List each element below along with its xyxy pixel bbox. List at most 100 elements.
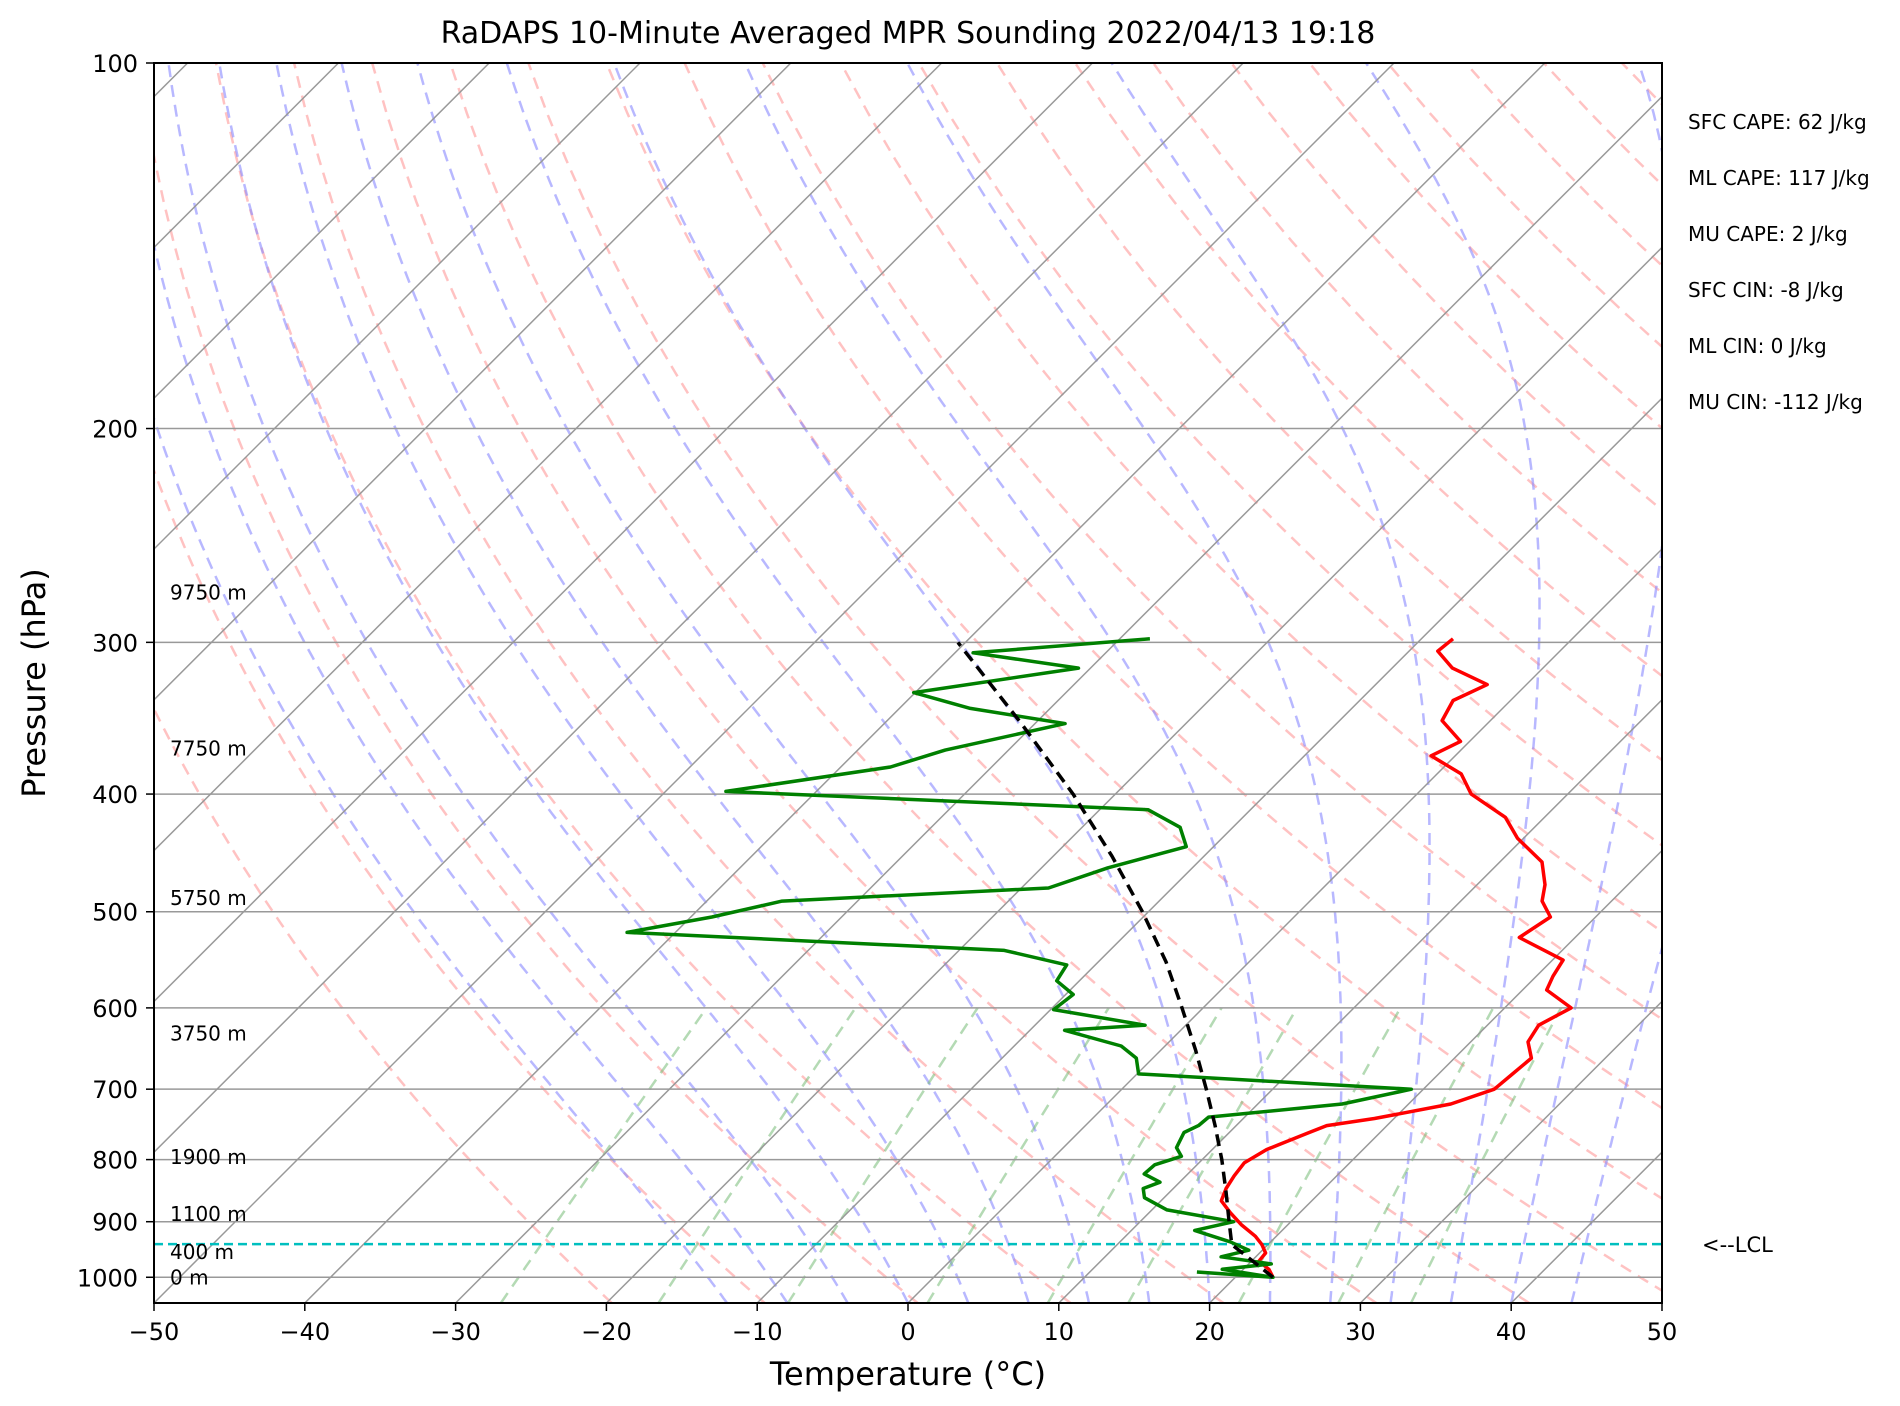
dry-adiabat — [1152, 63, 1662, 595]
stability-index: ML CAPE: 117 J/kg — [1688, 166, 1870, 190]
moist-adiabat — [340, 63, 1030, 1303]
isobars — [154, 63, 1662, 1279]
background-lines — [154, 63, 1900, 1303]
y-axis-label: Pressure (hPa) — [15, 568, 53, 798]
x-tick-label: 30 — [1345, 1318, 1376, 1346]
dry-adiabat — [154, 706, 613, 1303]
isotherm — [1209, 849, 1662, 1303]
isotherm — [1359, 1000, 1662, 1303]
mixing-ratio-line — [1409, 1007, 1563, 1303]
moist-adiabat — [906, 63, 1343, 1303]
lcl-label: <--LCL — [1702, 1233, 1773, 1257]
sounding-series — [625, 637, 1573, 1280]
stability-indices: SFC CAPE: 62 J/kg ML CAPE: 117 J/kg MU CAP… — [1688, 110, 1870, 414]
y-tick-label: 400 — [92, 781, 138, 809]
isotherm — [907, 547, 1662, 1303]
stability-index: SFC CIN: -8 J/kg — [1688, 278, 1844, 302]
x-tick-label: 10 — [1044, 1318, 1075, 1346]
dry-adiabat — [1230, 63, 1662, 512]
moist-adiabat — [218, 63, 910, 1303]
dry-adiabat — [1621, 63, 1662, 107]
dry-adiabat — [370, 63, 1378, 1303]
y-tick-label: 100 — [92, 50, 138, 78]
dry-adiabat — [995, 63, 1662, 762]
dry-adiabat — [683, 63, 1662, 1110]
x-axis-label: Temperature (°C) — [769, 1355, 1046, 1393]
dry-adiabat — [154, 467, 766, 1303]
height-label: 0 m — [170, 1265, 209, 1289]
y-tick-label: 500 — [92, 899, 138, 927]
dry-adiabat — [1464, 63, 1662, 268]
x-tick-label: 0 — [900, 1318, 915, 1346]
dry-adiabat — [839, 63, 1662, 934]
dewpoint-profile — [625, 637, 1414, 1280]
isotherm — [154, 63, 792, 701]
y-tick-label: 300 — [92, 629, 138, 657]
stability-index: ML CIN: 0 J/kg — [1688, 334, 1827, 358]
stability-index: MU CAPE: 2 J/kg — [1688, 222, 1848, 246]
dry-adiabat — [154, 149, 919, 1303]
isotherm — [1661, 1301, 1662, 1303]
isotherm — [1510, 1151, 1662, 1303]
dry-adiabat — [1542, 63, 1662, 187]
moist-adiabat — [1509, 63, 1662, 1303]
x-tick-label: 50 — [1647, 1318, 1678, 1346]
x-tick-label: −30 — [430, 1318, 481, 1346]
height-label: 7750 m — [170, 737, 247, 761]
moist-adiabat — [167, 63, 849, 1303]
isotherm — [154, 63, 1093, 1003]
y-tick-label: 900 — [92, 1209, 138, 1237]
dry-adiabat — [527, 63, 1662, 1293]
y-tick-label: 1000 — [77, 1264, 138, 1292]
moist-adiabat — [154, 414, 729, 1303]
parcel-profile — [956, 641, 1275, 1279]
mixing-ratio-line — [1337, 1007, 1495, 1303]
isotherm — [304, 63, 1546, 1303]
moist-adiabat — [416, 63, 1091, 1303]
height-label: 1900 m — [170, 1145, 247, 1169]
dry-adiabat — [917, 63, 1662, 847]
isotherm — [154, 63, 490, 400]
mixing-ratio-line — [1127, 1007, 1299, 1303]
dry-adiabat — [214, 63, 1072, 1303]
x-tick-label: −10 — [732, 1318, 783, 1346]
dry-adiabat — [605, 63, 1662, 1200]
moist-adiabat — [1365, 63, 1541, 1303]
stability-index: SFC CAPE: 62 J/kg — [1688, 110, 1867, 134]
x-tick-label: 40 — [1496, 1318, 1527, 1346]
y-tick-label: 800 — [92, 1147, 138, 1175]
height-label: 3750 m — [170, 1022, 247, 1046]
mixing-ratio-line — [926, 1007, 1110, 1303]
y-tick-label: 600 — [92, 995, 138, 1023]
dry-adiabat — [1700, 63, 1900, 1303]
temperature-profile — [1219, 637, 1573, 1279]
isotherm — [1058, 698, 1662, 1303]
mixing-ratio-line — [499, 1007, 708, 1303]
stability-index: MU CIN: -112 J/kg — [1688, 390, 1863, 414]
x-tick-label: 20 — [1194, 1318, 1225, 1346]
y-tick-label: 200 — [92, 416, 138, 444]
y-axis-ticks: 100 200 300 400 500 600 700 800 900 1000 — [77, 50, 154, 1292]
mixing-ratio-line — [786, 1007, 979, 1303]
moist-adiabat — [154, 240, 789, 1303]
isotherm — [1813, 63, 1900, 1303]
isotherm — [605, 246, 1662, 1303]
isotherm — [154, 63, 1395, 1303]
moist-adiabat — [743, 63, 1272, 1303]
x-axis-ticks: −50 −40 −30 −20 −10 0 10 20 30 40 50 — [129, 1303, 1678, 1346]
isotherm — [154, 63, 943, 852]
dry-adiabat — [1778, 63, 1900, 1303]
x-tick-label: −20 — [581, 1318, 632, 1346]
height-label: 5750 m — [170, 886, 247, 910]
dry-adiabat — [761, 63, 1662, 1021]
dry-adiabat — [292, 63, 1225, 1303]
height-label: 9750 m — [170, 581, 247, 605]
isotherm — [756, 397, 1662, 1303]
moist-adiabat — [612, 63, 1211, 1303]
moist-adiabat — [505, 63, 1151, 1303]
isotherm — [455, 95, 1662, 1303]
isotherm — [154, 63, 641, 551]
height-label: 1100 m — [170, 1202, 247, 1226]
